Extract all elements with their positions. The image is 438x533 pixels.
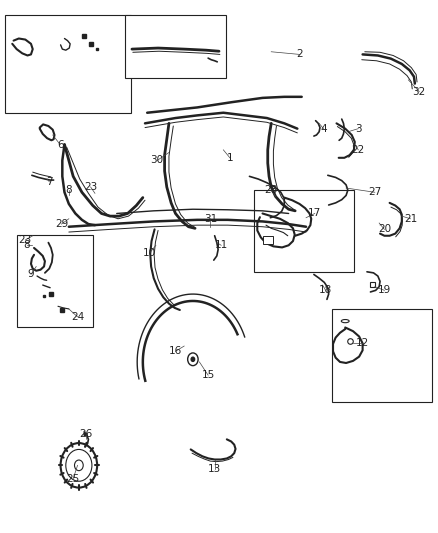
Text: 28: 28 — [265, 184, 278, 195]
Text: 1: 1 — [226, 153, 233, 163]
Text: 21: 21 — [404, 214, 417, 224]
Text: 10: 10 — [143, 248, 156, 259]
Text: 16: 16 — [169, 346, 182, 357]
Text: 32: 32 — [413, 86, 426, 96]
Bar — [371, 282, 375, 287]
Text: 27: 27 — [368, 187, 381, 197]
Text: 18: 18 — [319, 285, 332, 295]
Text: 30: 30 — [151, 156, 164, 165]
Text: 23: 23 — [19, 235, 32, 245]
Text: 31: 31 — [204, 214, 217, 224]
Text: 9: 9 — [28, 270, 34, 279]
Text: 23: 23 — [84, 182, 97, 192]
Text: 11: 11 — [215, 240, 228, 251]
Text: 8: 8 — [66, 184, 72, 195]
Bar — [263, 236, 273, 244]
Bar — [332, 309, 432, 402]
Text: 12: 12 — [356, 338, 369, 349]
Circle shape — [191, 357, 194, 361]
Bar — [17, 235, 93, 327]
Text: 24: 24 — [71, 312, 84, 322]
Text: 29: 29 — [55, 219, 68, 229]
Text: 6: 6 — [57, 140, 64, 150]
Text: 25: 25 — [67, 474, 80, 483]
Text: 8: 8 — [23, 240, 30, 251]
Text: 4: 4 — [320, 124, 327, 134]
Text: 13: 13 — [208, 464, 221, 474]
Bar — [125, 14, 226, 78]
Text: 26: 26 — [80, 429, 93, 439]
Text: 22: 22 — [352, 145, 365, 155]
Bar — [254, 190, 354, 272]
Text: 20: 20 — [378, 224, 391, 235]
Text: 2: 2 — [296, 50, 303, 59]
Text: 17: 17 — [308, 208, 321, 219]
Bar — [5, 14, 131, 113]
Text: 3: 3 — [355, 124, 362, 134]
Text: 7: 7 — [46, 176, 53, 187]
Text: 19: 19 — [378, 285, 391, 295]
Text: 15: 15 — [201, 370, 215, 380]
